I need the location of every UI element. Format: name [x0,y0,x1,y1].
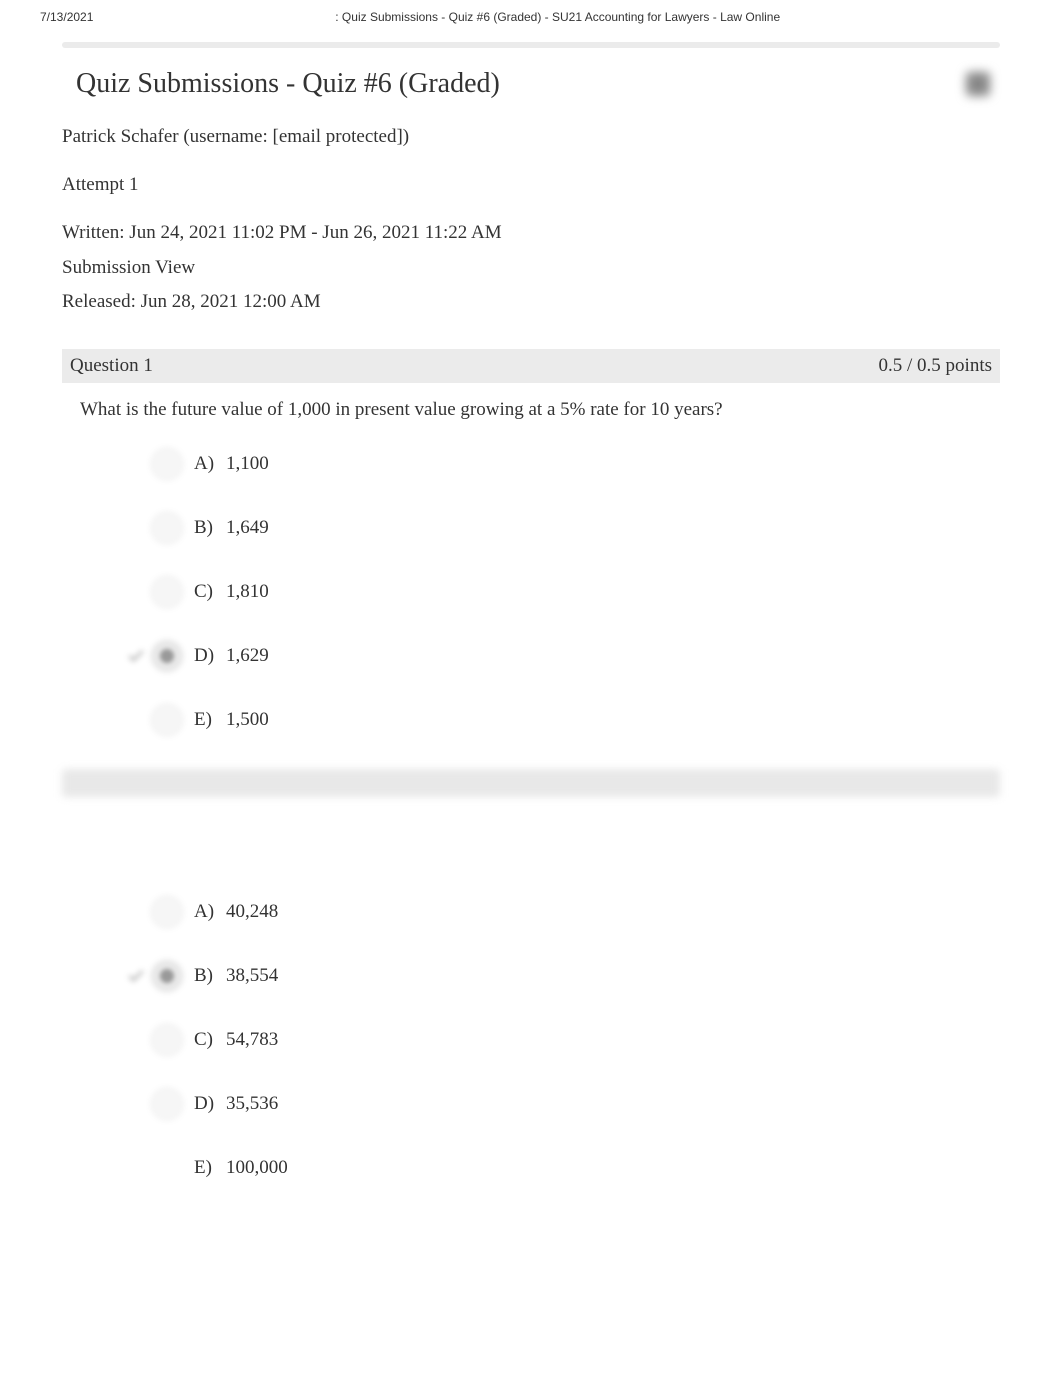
title-row: Quiz Submissions - Quiz #6 (Graded) [62,68,1000,100]
option-letter: A) [194,901,222,923]
option-row: D) 1,629 [124,641,1000,671]
option-value: 1,629 [226,645,269,667]
page-header: 7/13/2021 : Quiz Submissions - Quiz #6 (… [0,0,1062,34]
header-date: 7/13/2021 [40,10,93,24]
options-list: A) 1,100 B) 1,649 C) 1,810 D) 1,629 E) [124,449,1000,735]
check-icon [124,964,148,988]
option-letter: C) [194,581,222,603]
actions-icon[interactable] [966,72,990,96]
top-divider [62,42,1000,48]
radio-button[interactable] [152,577,182,607]
option-letter: D) [194,645,222,667]
attempt-line: Attempt 1 [62,168,1000,202]
option-value: 38,554 [226,965,278,987]
header-title: : Quiz Submissions - Quiz #6 (Graded) - … [93,10,1022,24]
options-list: A) 40,248 B) 38,554 C) 54,783 D) 35,536 [124,897,1000,1183]
option-letter: B) [194,517,222,539]
option-value: 1,649 [226,517,269,539]
radio-button[interactable] [152,1089,182,1119]
option-letter: C) [194,1029,222,1051]
option-letter: D) [194,1093,222,1115]
option-value: 35,536 [226,1093,278,1115]
option-value: 40,248 [226,901,278,923]
meta-block: Patrick Schafer (username: [email protec… [62,120,1000,319]
option-letter: B) [194,965,222,987]
page-title: Quiz Submissions - Quiz #6 (Graded) [76,68,500,100]
radio-button[interactable] [152,1025,182,1055]
hidden-content-bar [62,769,1000,797]
option-row: A) 40,248 [124,897,1000,927]
option-value: 54,783 [226,1029,278,1051]
option-letter: E) [194,1157,222,1179]
question-header: Question 1 0.5 / 0.5 points [62,349,1000,383]
radio-button[interactable] [152,897,182,927]
option-value: 1,500 [226,709,269,731]
question-text: What is the future value of 1,000 in pre… [80,399,1000,421]
option-row: A) 1,100 [124,449,1000,479]
released-line: Released: Jun 28, 2021 12:00 AM [62,285,1000,319]
option-value: 1,810 [226,581,269,603]
option-row: B) 1,649 [124,513,1000,543]
option-row: B) 38,554 [124,961,1000,991]
question-label: Question 1 [70,355,153,377]
user-line: Patrick Schafer (username: [email protec… [62,120,1000,154]
option-row: D) 35,536 [124,1089,1000,1119]
option-row: E) 100,000 [124,1153,1000,1183]
option-row: C) 1,810 [124,577,1000,607]
check-icon [124,644,148,668]
content-area: Quiz Submissions - Quiz #6 (Graded) Patr… [0,42,1062,1183]
option-row: E) 1,500 [124,705,1000,735]
option-row: C) 54,783 [124,1025,1000,1055]
option-value: 1,100 [226,453,269,475]
option-value: 100,000 [226,1157,288,1179]
radio-button[interactable] [152,705,182,735]
option-letter: E) [194,709,222,731]
written-line: Written: Jun 24, 2021 11:02 PM - Jun 26,… [62,216,1000,250]
radio-button[interactable] [152,513,182,543]
option-letter: A) [194,453,222,475]
question-points: 0.5 / 0.5 points [879,355,992,377]
radio-button[interactable] [152,641,182,671]
radio-button[interactable] [152,449,182,479]
radio-button[interactable] [152,961,182,991]
submission-view-line: Submission View [62,251,1000,285]
